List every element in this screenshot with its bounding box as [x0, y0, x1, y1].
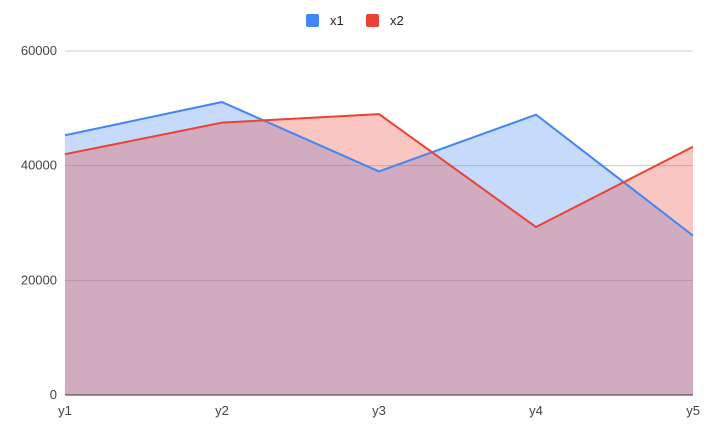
point-x2-y5[interactable]	[690, 144, 696, 150]
area-x2	[65, 114, 693, 396]
gridlines	[65, 50, 693, 281]
x-tick-label: y1	[58, 403, 72, 418]
y-tick-label: 20000	[21, 272, 57, 287]
series-lines	[62, 99, 696, 239]
legend[interactable]: x1 x2	[306, 13, 404, 28]
legend-label-x2: x2	[390, 13, 404, 28]
y-tick-label: 40000	[21, 158, 57, 173]
line-x2	[64, 113, 694, 229]
point-x1-y4[interactable]	[533, 112, 539, 118]
x-tick-label: y4	[529, 403, 543, 418]
x-tick-label: y2	[215, 403, 229, 418]
point-x1-y1[interactable]	[62, 132, 68, 138]
legend-swatch-x2	[366, 14, 379, 27]
point-x1-y2[interactable]	[219, 99, 225, 105]
y-tick-label: 0	[50, 387, 57, 402]
legend-swatch-x1	[306, 14, 319, 27]
point-x2-y4[interactable]	[533, 224, 539, 230]
x-axis: y1 y2 y3 y4 y5	[58, 394, 700, 418]
point-x2-y3[interactable]	[376, 111, 382, 117]
x-tick-label: y3	[372, 403, 386, 418]
x-tick-label: y5	[686, 403, 700, 418]
point-x1-y5[interactable]	[690, 233, 696, 239]
line-x1	[64, 101, 694, 237]
point-x2-y2[interactable]	[219, 120, 225, 126]
y-tick-label: 60000	[21, 43, 57, 58]
series-areas	[65, 102, 693, 396]
legend-label-x1: x1	[330, 13, 344, 28]
point-x2-y1[interactable]	[62, 151, 68, 157]
area-x1	[65, 102, 693, 395]
y-axis: 0 20000 40000 60000	[21, 43, 57, 402]
point-x1-y3[interactable]	[376, 168, 382, 174]
